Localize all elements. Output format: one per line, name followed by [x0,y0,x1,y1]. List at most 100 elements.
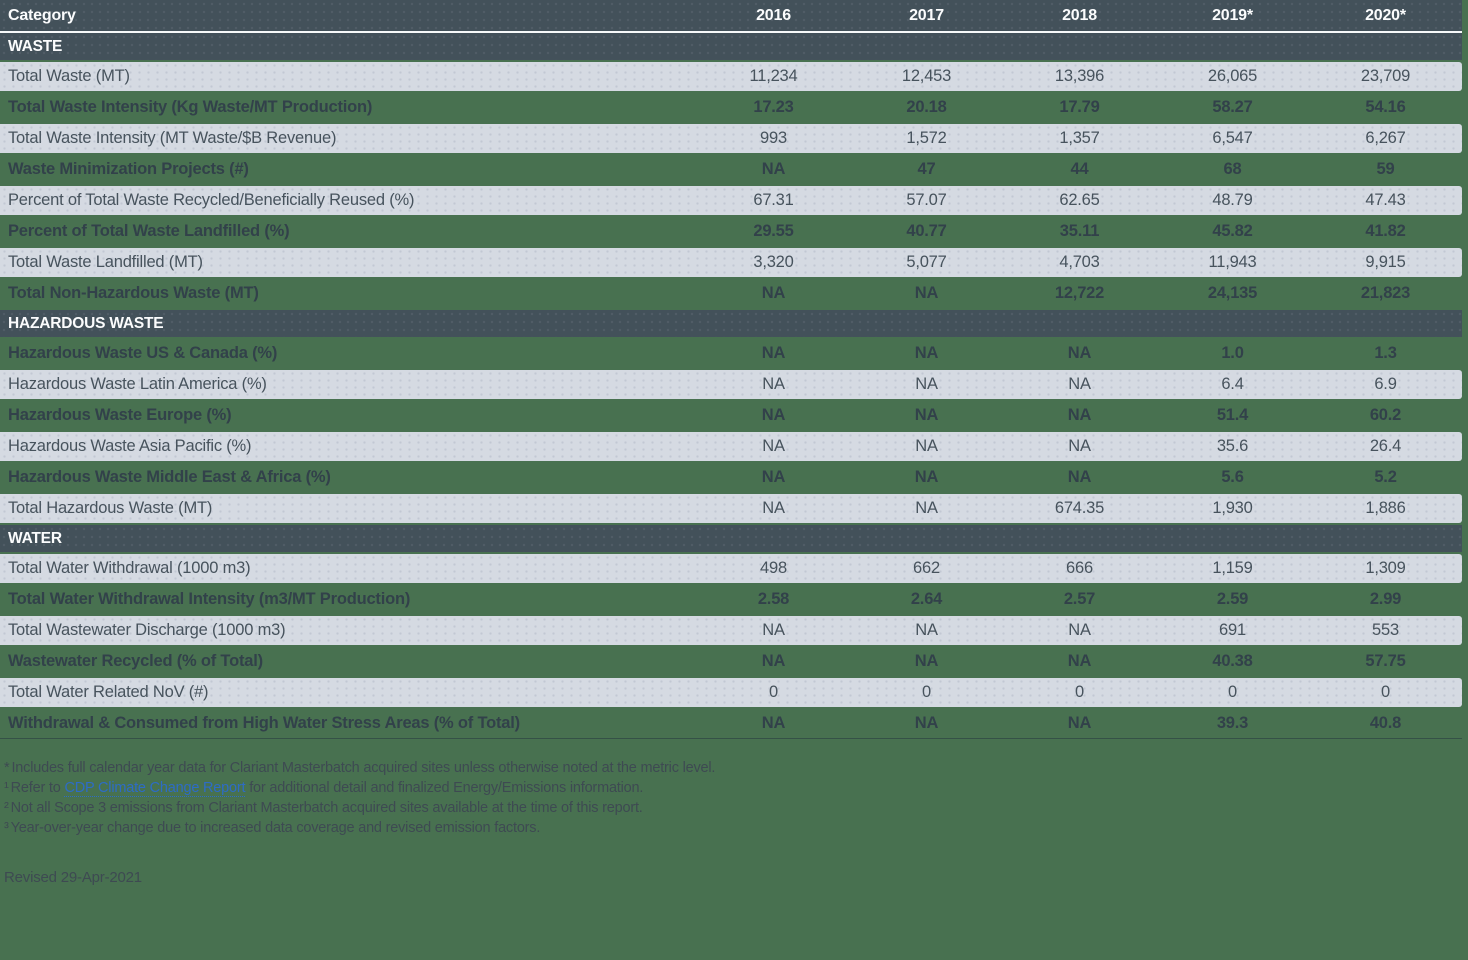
value-cell: 6,547 [1212,129,1253,147]
table-row: Total Non-Hazardous Waste (MT) NA NA 12,72… [0,279,1462,308]
value-cell: 2.58 [757,590,790,608]
section-title: WATER [8,529,62,547]
value-cell: 674.35 [1054,499,1105,517]
table-row: Total Water Withdrawal (1000 m3) 498 662 6… [0,554,1462,583]
row-label: Total Hazardous Waste (MT) [8,499,213,517]
value-cell: 40.77 [906,222,947,240]
cdp-climate-change-report-link[interactable]: CDP Climate Change Report [64,780,246,797]
footnotes: * Includes full calendar year data for Cl… [4,758,1468,838]
section-header-row: WATER [0,525,1462,552]
row-label: Total Water Related NoV (#) [8,683,209,701]
value-cell: 666 [1066,559,1093,577]
section-header-row: WASTE [0,33,1462,60]
table-row: Withdrawal & Consumed from High Water St… [0,709,1462,738]
footnote-line: ¹ Refer to CDP Climate Change Report for … [4,778,1468,798]
value-cell: 1,572 [906,129,947,147]
value-cell: NA [914,468,939,486]
value-cell: 47.43 [1365,191,1406,209]
value-cell: 553 [1372,621,1399,639]
footnote-marker: ² [4,800,9,816]
table-header-row: Category 2016 2017 2018 2019* 2020* [0,0,1462,33]
value-cell: 1,357 [1059,129,1100,147]
value-cell: NA [762,375,785,393]
value-cell: 0 [1075,683,1084,701]
footnote-line: ² Not all Scope 3 emissions from Clariant… [4,798,1468,818]
table-row: Percent of Total Waste Recycled/Benefici… [0,186,1462,215]
value-cell: 67.31 [753,191,794,209]
value-cell: NA [761,652,786,670]
value-cell: NA [1068,375,1091,393]
value-cell: 35.11 [1059,222,1100,240]
value-cell: NA [762,621,785,639]
section-title: WASTE [8,37,63,55]
value-cell: NA [914,714,939,732]
value-cell: 24,135 [1207,284,1258,302]
row-label: Hazardous Waste US & Canada (%) [8,344,278,362]
section-header-row: HAZARDOUS WASTE [0,310,1462,337]
value-cell: 41.82 [1365,222,1406,240]
value-cell: 47 [917,160,936,178]
table-row: Hazardous Waste Latin America (%) NA NA NA… [0,370,1462,399]
table-row: Hazardous Waste Asia Pacific (%) NA NA NA 3… [0,432,1462,461]
value-cell: 35.6 [1216,437,1249,455]
value-cell: 12,453 [901,67,952,85]
year-column-header: 2018 [1062,6,1097,24]
footnote-marker: ¹ [4,780,9,796]
value-cell: NA [1068,621,1091,639]
table-row: Total Wastewater Discharge (1000 m3) NA N… [0,616,1462,645]
value-cell: 62.65 [1059,191,1100,209]
value-cell: 5.6 [1221,468,1244,486]
value-cell: 993 [760,129,787,147]
row-label: Total Wastewater Discharge (1000 m3) [8,621,286,639]
year-column-header: 2020* [1365,6,1406,24]
value-cell: NA [762,499,785,517]
value-cell: 2.59 [1216,590,1249,608]
revised-date: Revised 29-Apr-2021 [4,869,142,886]
value-cell: 29.55 [753,222,794,240]
value-cell: NA [1067,344,1092,362]
value-cell: 9,915 [1365,253,1406,271]
row-label: Waste Minimization Projects (#) [8,160,249,178]
value-cell: 5.2 [1374,468,1397,486]
value-cell: NA [1067,468,1092,486]
row-label: Total Non-Hazardous Waste (MT) [8,284,259,302]
value-cell: 21,823 [1360,284,1411,302]
value-cell: NA [762,437,785,455]
value-cell: 40.38 [1212,652,1253,670]
row-label: Total Waste Intensity (MT Waste/$B Reven… [8,129,337,147]
table-row: Total Waste Intensity (MT Waste/$B Reven… [0,124,1462,153]
year-column-header: 2016 [756,6,791,24]
value-cell: 1.3 [1374,344,1397,362]
table-row: Total Waste Landfilled (MT) 3,320 5,077 4,… [0,248,1462,277]
value-cell: 691 [1219,621,1246,639]
value-cell: 12,722 [1054,284,1105,302]
row-label: Percent of Total Waste Landfilled (%) [8,222,290,240]
value-cell: 1,159 [1212,559,1253,577]
table-row: Total Hazardous Waste (MT) NA NA 674.35 1,9… [0,494,1462,523]
value-cell: 58.27 [1212,98,1253,116]
value-cell: 11,943 [1208,253,1257,271]
table-row: Wastewater Recycled (% of Total) NA NA NA 4… [0,647,1462,676]
value-cell: 4,703 [1059,253,1100,271]
row-label: Hazardous Waste Latin America (%) [8,375,267,393]
row-label: Withdrawal & Consumed from High Water St… [8,714,520,732]
table-row: Hazardous Waste Europe (%) NA NA NA 51.4 60.… [0,401,1462,430]
value-cell: 2.57 [1063,590,1096,608]
value-cell: 60.2 [1369,406,1402,424]
value-cell: 39.3 [1216,714,1249,732]
value-cell: 23,709 [1360,67,1411,85]
table-row: Total Waste Intensity (Kg Waste/MT Produ… [0,93,1462,122]
value-cell: 11,234 [749,67,798,85]
footnote-text: Refer to [10,780,65,796]
value-cell: 2.64 [910,590,943,608]
value-cell: NA [1067,714,1092,732]
value-cell: 0 [1381,683,1390,701]
row-label: Total Water Withdrawal (1000 m3) [8,559,251,577]
table-bottom-rule [0,738,1462,739]
value-cell: NA [914,652,939,670]
value-cell: 48.79 [1212,191,1253,209]
footnote-marker: ³ [4,820,9,836]
value-cell: 26.4 [1369,437,1402,455]
table-row: Total Water Withdrawal Intensity (m3/MT … [0,585,1462,614]
value-cell: NA [915,621,938,639]
